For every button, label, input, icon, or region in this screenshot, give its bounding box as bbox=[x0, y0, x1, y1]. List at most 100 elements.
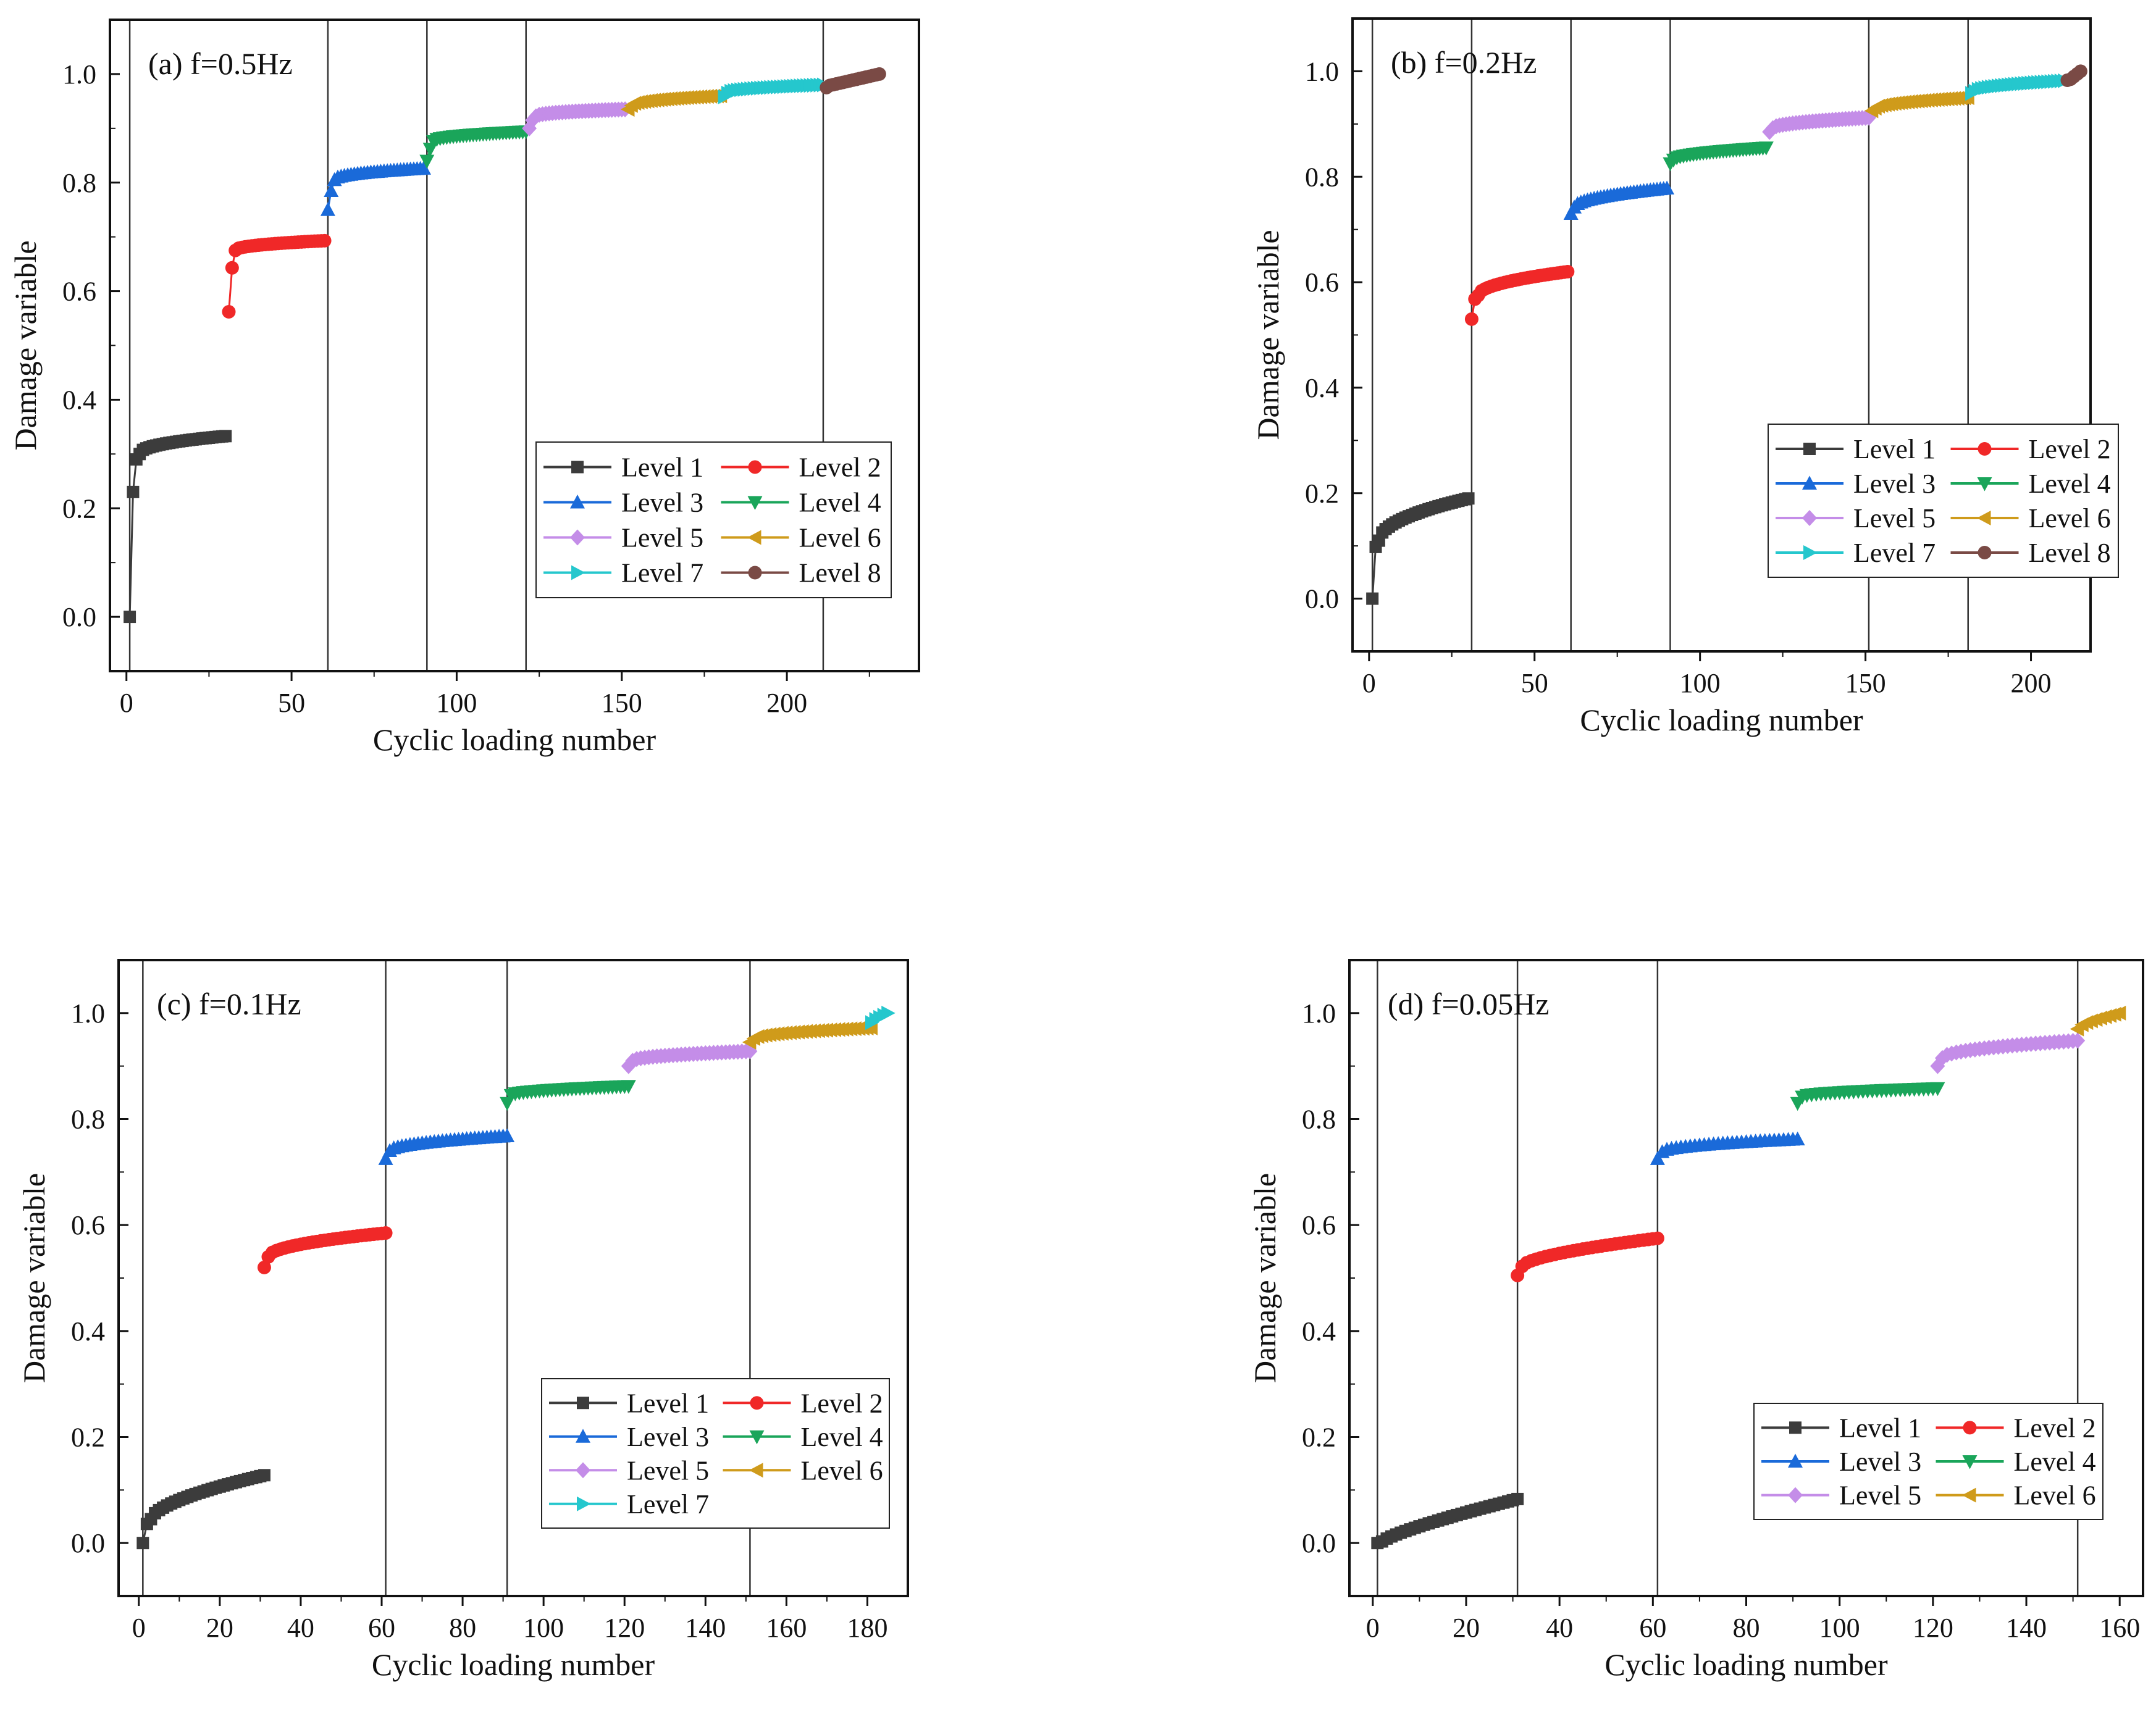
data-point bbox=[320, 202, 335, 216]
x-tick-label: 80 bbox=[449, 1613, 476, 1643]
data-point bbox=[881, 1005, 896, 1021]
legend-marker bbox=[747, 530, 761, 545]
panel-title: (c) f=0.1Hz bbox=[157, 987, 301, 1021]
series-level-1 bbox=[124, 430, 232, 624]
legend-label: Level 3 bbox=[1839, 1447, 1921, 1477]
legend-item-level-6: Level 6 bbox=[1950, 503, 2111, 533]
data-point bbox=[1366, 592, 1379, 605]
legend-item-level-7: Level 7 bbox=[543, 558, 703, 588]
y-tick-label: 1.0 bbox=[71, 998, 105, 1029]
data-point bbox=[258, 1469, 271, 1482]
legend-label: Level 3 bbox=[1853, 469, 1936, 499]
legend-item-level-6: Level 6 bbox=[1936, 1481, 2096, 1511]
y-tick-label: 1.0 bbox=[1305, 56, 1339, 86]
legend-label: Level 7 bbox=[621, 558, 703, 588]
series-level-6 bbox=[742, 1020, 878, 1050]
series-level-4 bbox=[1663, 141, 1774, 172]
data-point bbox=[324, 183, 339, 197]
x-axis-title: Cyclic loading number bbox=[372, 1647, 655, 1682]
legend-marker bbox=[570, 529, 585, 546]
panel-3: 0.0 0.2 0.4 0.6 0.8 1.0 0 20 40 60 80 100 120 140 160 1… bbox=[17, 959, 909, 1682]
series-level-6 bbox=[2070, 1005, 2126, 1037]
y-tick-label: 1.0 bbox=[62, 59, 96, 90]
legend-label: Level 2 bbox=[2014, 1413, 2096, 1443]
data-point bbox=[136, 1537, 149, 1550]
data-point bbox=[872, 67, 886, 81]
y-tick-label: 0.4 bbox=[62, 385, 96, 415]
data-point bbox=[127, 485, 140, 498]
series-level-5 bbox=[1762, 109, 1876, 140]
y-tick-label: 0.4 bbox=[1302, 1316, 1336, 1347]
legend-label: Level 1 bbox=[627, 1388, 709, 1418]
panel-title: (a) f=0.5Hz bbox=[148, 46, 293, 81]
series-level-3 bbox=[320, 161, 431, 216]
legend-item-level-3: Level 3 bbox=[543, 488, 703, 518]
data-point bbox=[621, 1058, 636, 1074]
legend-label: Level 6 bbox=[801, 1455, 883, 1485]
x-tick-label: 180 bbox=[847, 1613, 887, 1643]
legend-label: Level 5 bbox=[627, 1455, 709, 1485]
x-tick-label: 120 bbox=[604, 1613, 645, 1643]
data-point bbox=[1561, 265, 1575, 278]
data-point bbox=[225, 261, 239, 275]
legend-marker bbox=[577, 1496, 591, 1511]
legend-label: Level 5 bbox=[621, 523, 703, 553]
legend-marker bbox=[1788, 1487, 1803, 1503]
x-axis-title: Cyclic loading number bbox=[1604, 1647, 1888, 1682]
series-level-5 bbox=[621, 1043, 758, 1074]
series-level-4 bbox=[419, 125, 534, 169]
x-tick-label: 40 bbox=[1546, 1613, 1573, 1643]
legend-item-level-5: Level 5 bbox=[1776, 503, 1936, 533]
series-level-6 bbox=[620, 88, 728, 117]
data-point bbox=[124, 611, 136, 624]
legend: Level 1 Level 2 Level 3 Level 4 Level 5 Level… bbox=[535, 441, 892, 598]
legend-item-level-1: Level 1 bbox=[1776, 434, 1936, 464]
data-point bbox=[2070, 1032, 2086, 1049]
series-level-2 bbox=[1464, 265, 1575, 326]
x-tick-label: 20 bbox=[206, 1613, 233, 1643]
legend-marker bbox=[1962, 1487, 1976, 1503]
y-tick-label: 0.8 bbox=[62, 168, 96, 198]
legend-marker bbox=[749, 1463, 763, 1478]
legend-label: Level 5 bbox=[1839, 1481, 1921, 1511]
legend-marker bbox=[1977, 477, 1992, 491]
legend-marker bbox=[570, 495, 585, 509]
legend-marker bbox=[576, 1462, 590, 1479]
legend-marker bbox=[1962, 1455, 1978, 1469]
legend-label: Level 4 bbox=[2014, 1447, 2096, 1477]
legend-item-level-1: Level 1 bbox=[1761, 1413, 1921, 1443]
series-level-8 bbox=[2060, 64, 2087, 87]
legend: Level 1 Level 2 Level 3 Level 4 Level 5 Level… bbox=[1753, 1403, 2104, 1520]
panel-4: 0.0 0.2 0.4 0.6 0.8 1.0 0 20 40 60 80 100 120 140 160 C… bbox=[1248, 959, 2144, 1682]
y-tick-label: 0.6 bbox=[1305, 267, 1339, 298]
x-tick-label: 140 bbox=[2006, 1613, 2047, 1643]
series-level-8 bbox=[820, 67, 886, 94]
data-point bbox=[1511, 1492, 1524, 1505]
legend-marker bbox=[571, 461, 584, 474]
series-level-5 bbox=[1930, 1032, 2086, 1074]
data-point bbox=[2112, 1005, 2126, 1021]
series-level-7 bbox=[718, 77, 831, 104]
legend-item-level-3: Level 3 bbox=[1776, 469, 1936, 499]
x-axis-title: Cyclic loading number bbox=[373, 722, 656, 757]
data-point bbox=[621, 1080, 636, 1094]
legend-label: Level 8 bbox=[799, 558, 881, 588]
x-tick-label: 100 bbox=[436, 688, 477, 718]
legend-item-level-3: Level 3 bbox=[1761, 1447, 1921, 1477]
x-tick-label: 150 bbox=[602, 688, 642, 718]
x-tick-label: 50 bbox=[278, 688, 305, 718]
data-point bbox=[378, 1151, 393, 1165]
legend-marker bbox=[748, 566, 762, 580]
legend-item-level-4: Level 4 bbox=[723, 1422, 883, 1452]
data-point bbox=[379, 1226, 393, 1240]
x-tick-label: 100 bbox=[523, 1613, 564, 1643]
legend-label: Level 2 bbox=[801, 1388, 883, 1418]
legend-label: Level 2 bbox=[2029, 434, 2111, 464]
panel-title: (d) f=0.05Hz bbox=[1388, 987, 1549, 1021]
x-tick-label: 100 bbox=[1680, 668, 1721, 698]
y-tick-label: 0.0 bbox=[71, 1528, 105, 1558]
x-tick-label: 0 bbox=[1362, 668, 1376, 698]
legend-item-level-4: Level 4 bbox=[721, 488, 881, 518]
series-level-2 bbox=[257, 1226, 393, 1274]
